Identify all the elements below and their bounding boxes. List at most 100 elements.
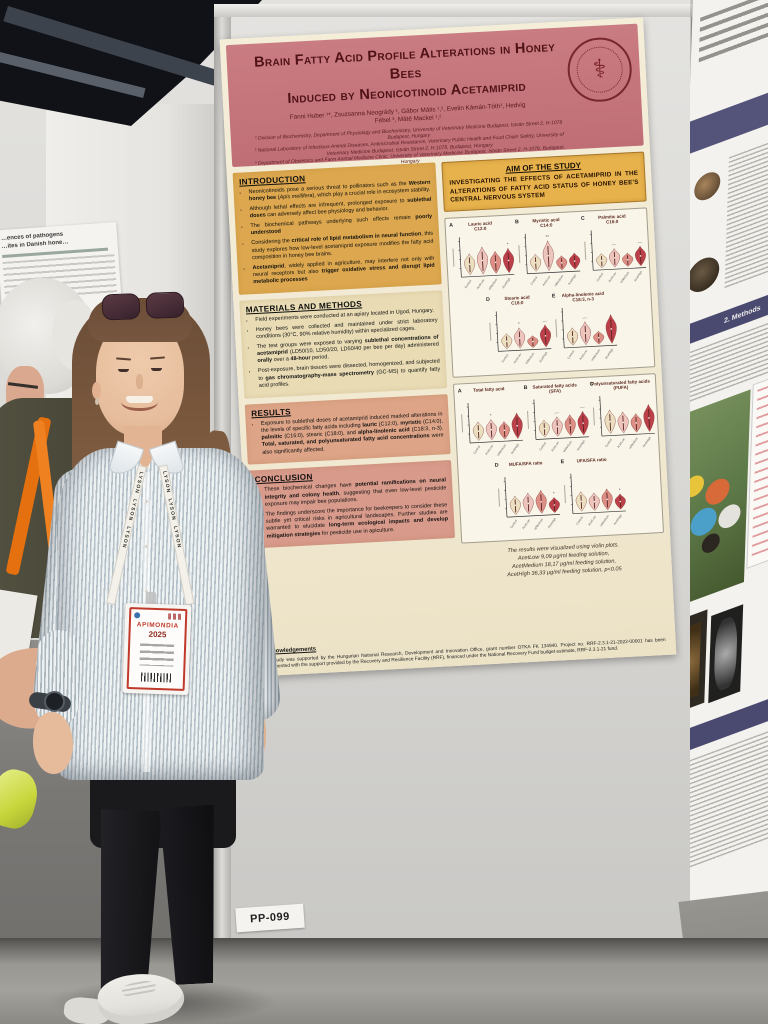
presenter-hand [33,712,73,774]
svg-text:—: — [611,241,616,246]
neighbour-poster-band [690,75,768,156]
svg-text:—: — [582,315,587,320]
svg-text:AcetHigh: AcetHigh [509,442,519,455]
panel-letter: A [457,387,462,395]
violin-plot: Control AcetLow AcetMedium AcetHigh ** [517,233,580,290]
svg-text:AcetMedium: AcetMedium [588,347,601,362]
svg-text:AcetHigh: AcetHigh [641,435,651,448]
list-item: Exposure to sublethal doses of acetamipr… [261,411,445,457]
badge-holder-name-blurred [139,643,175,667]
wristwatch-face [44,691,65,712]
svg-text:AcetLow: AcetLow [484,443,494,455]
conclusion-list: These biochemical changes have potential… [255,478,449,541]
svg-text:AcetHigh: AcetHigh [632,269,642,282]
right-poster-zone: 2. Methods [690,0,768,1024]
violin-panel: D MUFA/SFA ratio Control AcetLow AcetMedium A… [494,459,562,536]
violin-plot: Control AcetLow AcetMedium AcetHigh * [460,402,523,459]
svg-text:Control: Control [509,518,518,528]
svg-text:AcetLow: AcetLow [541,274,551,286]
svg-text:Control: Control [529,275,538,285]
introduction-list: Neonicotinoids pose a serious threat to … [239,180,435,287]
presenter-teeth [126,396,153,403]
scientific-poster: Brain Fatty Acid Profile Alterations in … [219,17,677,677]
poster-title-band: Brain Fatty Acid Profile Alterations in … [225,23,644,168]
svg-text:Control: Control [538,441,547,451]
poster-title-line1: Brain Fatty Acid Profile Alterations in … [253,38,556,83]
violin-panel: E UFA/SFA ratio Control AcetLow AcetMedium Ac… [560,455,628,532]
sunglasses-on-head [101,291,185,321]
violin-panel-row: A Lauric acid C12:0 Control AcetLow AcetMediu… [447,212,648,296]
svg-text:*: * [517,321,519,326]
svg-text:Control: Control [595,271,604,281]
svg-text:*: * [552,490,554,495]
svg-text:AcetHigh: AcetHigh [575,438,585,451]
svg-text:*: * [489,412,491,417]
violin-panel: A Total fatty acid Control AcetLow AcetMediu… [457,385,525,462]
violin-panel: C Palmitic acid C16:0 Control AcetLow AcetMed… [580,212,648,289]
section-introduction: INTRODUCTION Neonicotinoids pose a serio… [232,162,442,295]
conference-badge: APIMONDIA 2025 [122,602,192,696]
equipment-photo [708,604,744,704]
board-frame-top [214,4,708,17]
poster-left-column: INTRODUCTION Neonicotinoids pose a serio… [232,162,458,592]
panel-letter: D [494,462,499,469]
svg-text:—: — [579,404,584,409]
university-seal: ⚕ [566,36,634,104]
svg-text:—: — [554,410,559,415]
poster-columns: INTRODUCTION Neonicotinoids pose a serio… [232,151,666,592]
svg-text:AcetMedium: AcetMedium [617,270,630,285]
figure-caption: The results were visualized using violin… [466,539,662,582]
svg-text:AcetLow: AcetLow [475,277,485,289]
violin-panel-row: A Total fatty acid Control AcetLow AcetMediu… [456,378,657,462]
violin-panel: E Alpha-linolenic acid C18:3, n-3 Control Ac… [551,290,619,367]
svg-text:**: ** [545,234,549,239]
panel-letter: C [589,380,594,388]
violin-plot: ControlAcetLowAcetMediumAcetHigh — — [526,399,589,455]
results-list: Exposure to sublethal doses of acetamipr… [252,411,445,457]
presenter-nose [136,374,143,389]
panel-letter: C [580,215,585,222]
badge-clip [146,592,156,606]
violin-panel: A Lauric acid C12:0 Control AcetLow AcetMediu… [448,219,516,296]
svg-text:AcetHigh: AcetHigh [537,350,547,363]
section-results: RESULTS Exposure to sublethal doses of a… [244,393,451,466]
violin-plot: Control AcetLow AcetMedium AcetHigh — [554,307,617,364]
panel-letter: E [560,458,565,465]
panel-letter: B [523,384,528,391]
panel-letter: E [551,292,556,299]
svg-text:Control: Control [463,278,472,288]
violin-panel: C Polyunsaturated fatty acids (PUFA) Contro… [588,378,656,455]
section-conclusion: CONCLUSION These biochemical changes hav… [248,460,456,549]
svg-text:AcetHigh: AcetHigh [612,513,622,526]
neighbour-poster-title-lines [698,0,768,65]
svg-text:AcetHigh: AcetHigh [603,347,613,360]
svg-text:AcetHigh: AcetHigh [546,516,556,529]
violin-plot: Control AcetLow AcetMedium AcetHigh * [497,476,560,533]
badge-logos [168,613,183,620]
svg-text:AcetMedium: AcetMedium [485,277,498,292]
svg-text:AcetMedium: AcetMedium [531,517,544,532]
badge-year: 2025 [148,629,167,640]
board-number-sticker: PP-099 [235,903,305,933]
presenter-forearm-sleeve [33,628,83,728]
violin-plot: ControlAcetLowAcetMediumAcetHigh — — [583,229,646,286]
presenter-earring [95,398,99,405]
presenter-smile [121,391,158,411]
svg-text:—: — [542,318,547,323]
svg-text:AcetMedium: AcetMedium [494,442,507,457]
violin-panel: D Stearic acid C18:0 Control AcetLow AcetMedi… [485,293,553,370]
svg-text:*: * [506,241,508,246]
svg-text:AcetMedium: AcetMedium [597,513,610,528]
svg-text:AcetLow: AcetLow [512,351,522,363]
svg-text:AcetLow: AcetLow [578,348,588,360]
panel-letter: B [514,218,519,225]
violin-panel-row: D MUFA/SFA ratio Control AcetLow AcetMedium A… [460,454,661,538]
list-item: The findings underscore the importance f… [265,502,448,540]
svg-text:Control: Control [604,437,613,447]
svg-text:Control: Control [566,349,575,359]
panel-letter: D [485,296,490,303]
svg-text:*: * [618,487,620,492]
svg-text:Control: Control [500,352,509,362]
neighbour-poster: 2. Methods [690,0,768,994]
violin-panel: B Saturated fatty acids (SFA) Control AcetLo… [523,381,591,458]
